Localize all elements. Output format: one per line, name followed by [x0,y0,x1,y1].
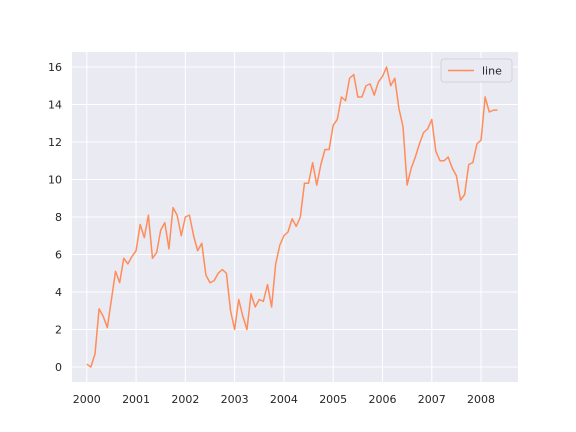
y-tick-label: 10 [48,174,62,187]
y-tick-label: 6 [55,249,62,262]
x-tick-label: 2002 [171,393,199,406]
legend-label-line: line [482,65,502,78]
x-tick-label: 2007 [418,393,446,406]
y-tick-label: 14 [48,99,62,112]
y-tick-label: 8 [55,211,62,224]
y-tick-label: 12 [48,136,62,149]
series-layer [86,66,498,368]
x-tick-label: 2000 [73,393,101,406]
x-gridlines [86,52,482,382]
x-tick-label: 2001 [122,393,150,406]
legend: line [440,58,513,83]
series-line-line [86,66,498,368]
y-tick-label: 16 [48,61,62,74]
y-tick-label: 0 [55,361,62,374]
legend-box [440,58,513,83]
x-tick-label: 2005 [319,393,347,406]
y-tick-labels: 0 2 4 6 8 10 12 14 16 [48,61,62,374]
y-tick-label: 2 [55,324,62,337]
x-tick-label: 2004 [270,393,298,406]
y-tick-label: 4 [55,286,62,299]
x-tick-label: 2008 [467,393,495,406]
x-tick-label: 2006 [368,393,396,406]
y-gridlines [72,66,518,368]
x-tick-label: 2003 [221,393,249,406]
x-tick-labels: 2000 2001 2002 2003 2004 2005 2006 2007 2008 [73,393,495,406]
